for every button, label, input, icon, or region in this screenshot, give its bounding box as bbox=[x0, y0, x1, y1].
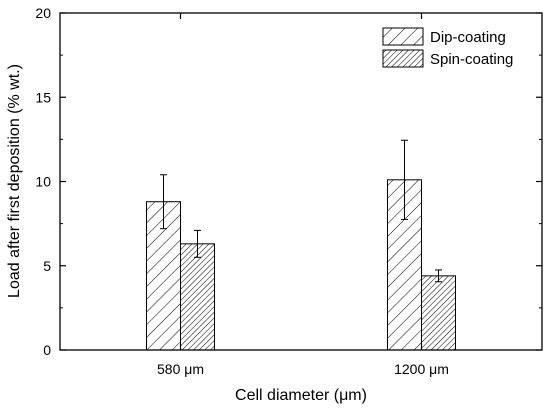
x-axis: 580 μm 1200 μm bbox=[157, 13, 449, 377]
y-axis-label: Load after first deposition (% wt.) bbox=[6, 64, 23, 298]
legend-label-spin-coating: Spin-coating bbox=[430, 51, 513, 68]
y-axis: 0 5 10 15 20 bbox=[35, 5, 542, 358]
y-tick-label: 5 bbox=[43, 258, 51, 274]
x-axis-label: Cell diameter (μm) bbox=[235, 387, 367, 404]
error-bar-spin-coating-2 bbox=[435, 269, 442, 283]
y-tick-label: 15 bbox=[35, 89, 51, 105]
y-tick-label: 10 bbox=[35, 174, 51, 190]
legend: Dip-coating Spin-coating bbox=[382, 27, 513, 68]
legend-swatch-dip-coating bbox=[382, 27, 424, 46]
plot-marks bbox=[146, 139, 456, 351]
error-bar-dip-coating-2 bbox=[401, 139, 408, 220]
error-bar-dip-coating-1 bbox=[160, 174, 167, 230]
y-tick-label: 0 bbox=[43, 342, 51, 358]
y-tick-label: 20 bbox=[35, 5, 51, 21]
bar-spin-coating-2 bbox=[421, 275, 456, 351]
x-tick-label: 1200 μm bbox=[394, 361, 449, 377]
legend-label-dip-coating: Dip-coating bbox=[430, 29, 506, 46]
legend-swatch-spin-coating bbox=[382, 49, 424, 68]
error-bar-spin-coating-1 bbox=[194, 229, 201, 258]
x-tick-label: 580 μm bbox=[157, 361, 204, 377]
bar-spin-coating-1 bbox=[180, 243, 215, 351]
